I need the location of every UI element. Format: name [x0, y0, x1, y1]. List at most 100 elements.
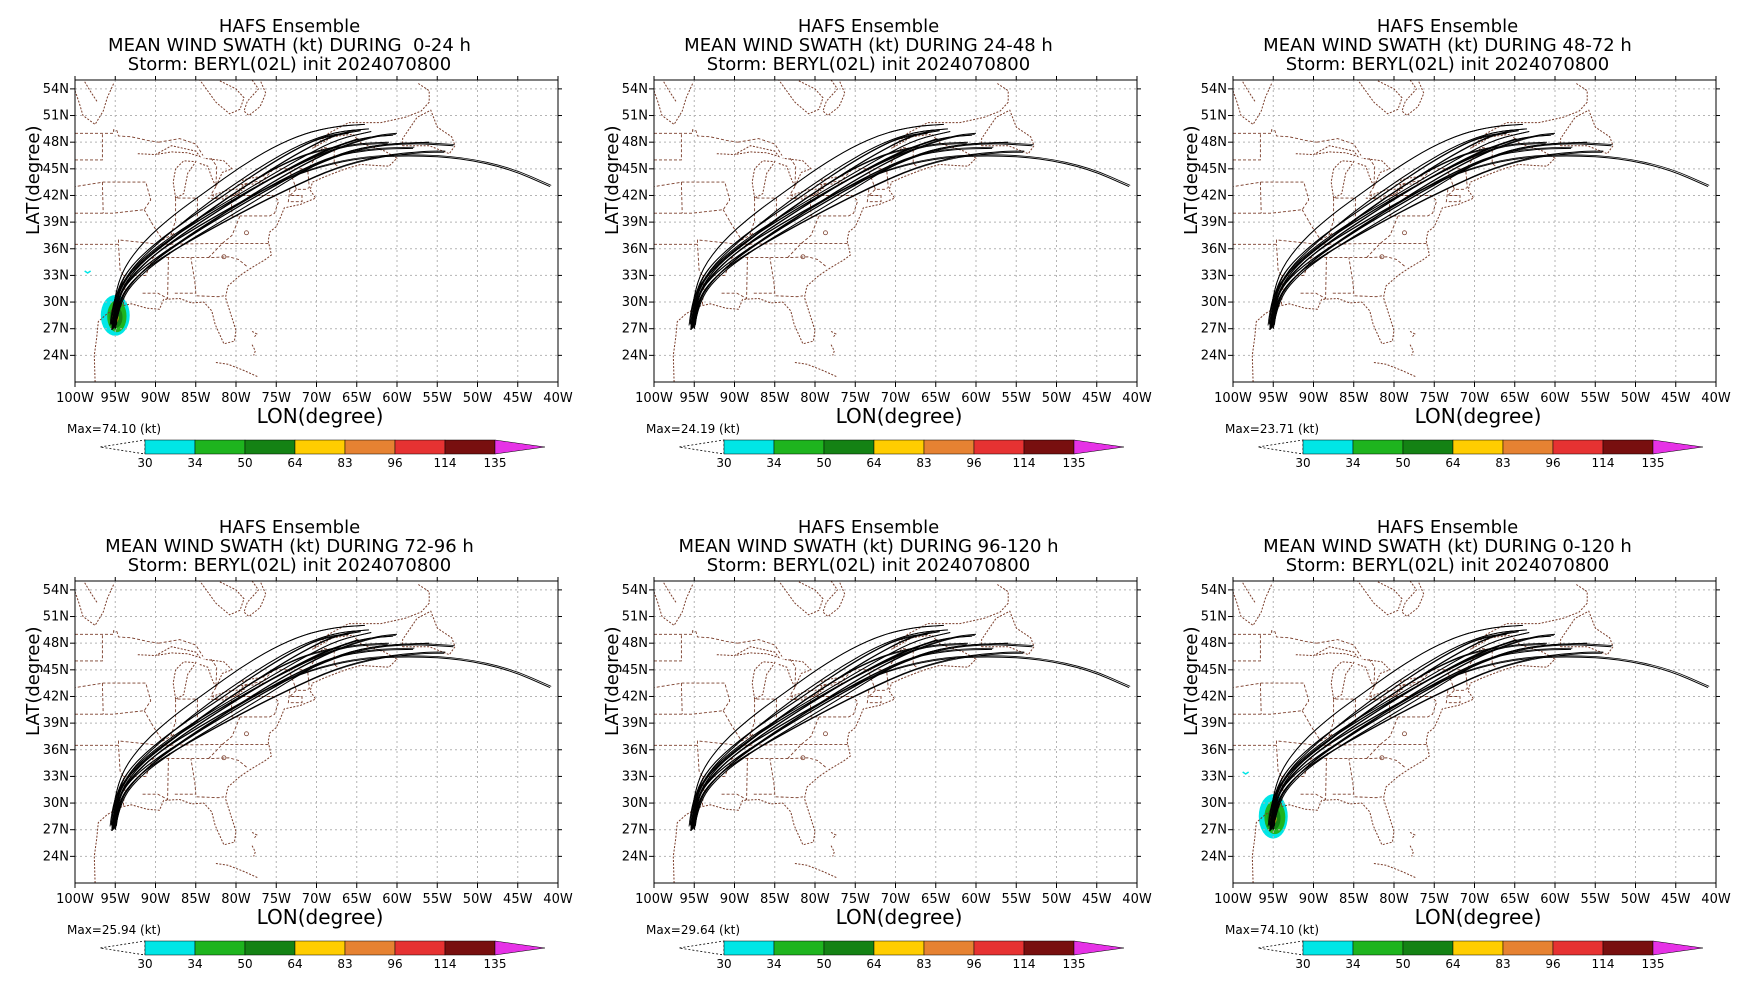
state-border	[288, 168, 297, 190]
y-tick-label: 48N	[1201, 636, 1227, 651]
x-tick-label: 70W	[881, 892, 911, 907]
border-glyph	[244, 731, 249, 737]
x-tick-label: 85W	[760, 391, 790, 406]
y-tick-label: 30N	[622, 295, 648, 310]
y-axis: 54N 51N 48N 45N 42N 39N 36N 33N 30N 27N 24N	[622, 583, 1141, 864]
y-tick-label: 48N	[43, 135, 69, 150]
colorbar-label: 34	[766, 456, 781, 470]
x-tick-label: 100W	[56, 391, 94, 406]
track-line	[692, 630, 942, 825]
track-line	[111, 635, 396, 831]
track-line	[1270, 139, 1516, 330]
state-border	[1301, 197, 1356, 241]
track-line	[692, 632, 929, 826]
track-line	[114, 642, 430, 830]
track-line	[113, 131, 350, 325]
x-axis-label: LON(degree)	[256, 404, 384, 428]
max-value-label: Max=74.10 (kt)	[67, 422, 162, 436]
colorbar-segment	[294, 940, 346, 956]
state-border	[867, 669, 876, 691]
coastline	[199, 79, 245, 115]
map-plot: 100W 95W 90W 85W 80W 75W 70W 65W 60W 55W 50W 45W 40W…	[622, 76, 1152, 470]
colorbar-segment	[244, 940, 296, 956]
panel-title-line3: Storm: BERYL(02L) init 2024070800	[706, 54, 1031, 75]
y-tick-label: 33N	[43, 268, 69, 283]
coastline	[93, 82, 430, 383]
x-tick-label: 95W	[101, 391, 131, 406]
y-tick-label: 27N	[622, 823, 648, 838]
track-line	[1272, 141, 1588, 329]
state-border	[787, 195, 820, 258]
state-border	[721, 231, 755, 300]
coastline	[1242, 81, 1256, 103]
state-border	[721, 732, 755, 801]
state-border	[1232, 682, 1310, 715]
colorbar-low-end	[678, 940, 725, 956]
state-border	[1354, 295, 1382, 298]
y-tick-label: 42N	[1201, 188, 1227, 203]
coastline	[1330, 160, 1355, 199]
panel-title-line2: MEAN WIND SWATH (kt) DURING 24-48 h	[684, 35, 1053, 56]
x-tick-label: 85W	[1339, 892, 1369, 907]
panel-title-line1: HAFS Ensemble	[1376, 16, 1519, 37]
colorbar-label: 50	[1395, 957, 1410, 971]
x-tick-label: 100W	[1214, 391, 1252, 406]
colorbar-label: 64	[866, 957, 881, 971]
y-tick-label: 36N	[43, 743, 69, 758]
colorbar-segment	[394, 940, 446, 956]
state-border	[142, 732, 176, 801]
y-tick-label: 36N	[1201, 242, 1227, 257]
y-axis: 54N 51N 48N 45N 42N 39N 36N 33N 30N 27N 24N	[1201, 583, 1720, 864]
coastline	[1401, 580, 1425, 618]
max-value-label: Max=74.10 (kt)	[1225, 923, 1320, 937]
x-axis: 100W 95W 90W 85W 80W 75W 70W 65W 60W 55W 50W 45W 40W	[635, 577, 1152, 907]
x-tick-label: 100W	[635, 892, 673, 907]
y-tick-label: 54N	[622, 583, 648, 598]
colorbar: 30 34 50 64 83 96 114 135	[99, 439, 546, 470]
colorbar-label: 64	[1445, 957, 1460, 971]
colorbar-segment	[144, 439, 196, 455]
colorbar-segment	[1302, 439, 1354, 455]
y-tick-label: 36N	[1201, 743, 1227, 758]
x-tick-label: 95W	[680, 391, 710, 406]
x-tick-label: 75W	[841, 892, 871, 907]
swath-speck	[1242, 771, 1250, 775]
x-tick-label: 80W	[1379, 892, 1409, 907]
y-tick-label: 54N	[43, 82, 69, 97]
colorbar-segment	[1602, 439, 1654, 455]
coastline	[215, 863, 258, 879]
colorbar-label: 135	[484, 957, 507, 971]
colorbar-segment	[1302, 940, 1354, 956]
state-border	[811, 696, 859, 718]
state-border	[1233, 740, 1427, 746]
colorbar-label: 83	[337, 957, 352, 971]
x-tick-label: 60W	[961, 391, 991, 406]
track-line	[1269, 635, 1554, 831]
y-tick-label: 42N	[43, 188, 69, 203]
coastline	[822, 580, 846, 618]
coastline	[93, 583, 430, 884]
panel-title-line1: HAFS Ensemble	[797, 16, 940, 37]
track-line	[110, 625, 365, 825]
colorbar-label: 64	[287, 456, 302, 470]
colorbar-segment	[1552, 439, 1604, 455]
coastline	[172, 160, 197, 199]
ensemble-tracks	[1267, 123, 1710, 330]
track-line	[113, 630, 363, 825]
colorbar-label: 83	[1495, 456, 1510, 470]
colorbar-segment	[873, 940, 925, 956]
state-border	[753, 758, 776, 795]
y-tick-label: 36N	[43, 242, 69, 257]
colorbar-segment	[444, 439, 496, 455]
colorbar-segment	[923, 439, 975, 455]
ensemble-tracks	[109, 123, 552, 330]
border-glyph	[221, 254, 227, 260]
colorbar-label: 30	[716, 456, 731, 470]
x-axis-label: LON(degree)	[835, 404, 963, 428]
y-tick-label: 27N	[43, 322, 69, 337]
x-tick-label: 50W	[1042, 391, 1072, 406]
track-line	[693, 642, 1009, 830]
track-line	[1271, 131, 1508, 325]
y-tick-label: 42N	[622, 188, 648, 203]
colorbar-low-end	[99, 439, 146, 455]
